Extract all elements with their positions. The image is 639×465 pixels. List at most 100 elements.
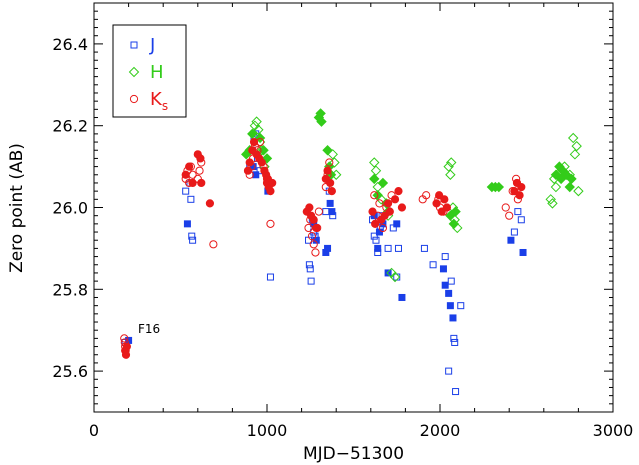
data-point-h-filled bbox=[450, 206, 461, 217]
y-axis-title: Zero point (AB) bbox=[7, 143, 27, 273]
x-axis-title: MJD−51300 bbox=[303, 444, 404, 464]
axis-ticks: 0 1000 2000 3000 25.6 25.8 26.0 26.2 26.4 bbox=[52, 2, 633, 440]
y-tick-label: 26.4 bbox=[52, 35, 88, 54]
data-point-ks-filled bbox=[517, 182, 526, 192]
data-point-h-filled bbox=[377, 177, 389, 189]
data-point-j-open bbox=[188, 232, 196, 240]
data-point-ks-open bbox=[370, 191, 379, 200]
data-point-h-open bbox=[545, 194, 556, 205]
data-point-h-filled bbox=[322, 145, 333, 156]
data-point-ks-filled bbox=[266, 187, 275, 196]
data-point-h-filled bbox=[566, 173, 577, 185]
x-tick-label: 0 bbox=[89, 421, 99, 440]
data-point-j-filled bbox=[446, 302, 454, 310]
data-point-ks-filled bbox=[371, 219, 380, 228]
data-point-j-open bbox=[187, 195, 195, 203]
data-point-h-open bbox=[446, 157, 457, 168]
data-point-ks-filled bbox=[323, 166, 332, 175]
data-point-j-open bbox=[420, 244, 428, 252]
data-point-j-filled bbox=[507, 236, 515, 244]
data-point-j-open bbox=[450, 334, 458, 342]
data-point-h-filled bbox=[564, 181, 575, 193]
data-point-h-open bbox=[571, 140, 582, 152]
data-point-j-filled bbox=[374, 244, 382, 252]
data-point-j-filled bbox=[326, 199, 334, 207]
data-point-j-open bbox=[322, 208, 330, 216]
data-point-ks-filled bbox=[305, 203, 314, 212]
data-point-h-open bbox=[443, 161, 454, 172]
data-point-j-filled bbox=[439, 265, 447, 273]
data-point-ks-filled bbox=[326, 178, 335, 188]
data-point-ks-filled bbox=[249, 137, 259, 147]
data-point-ks-open bbox=[266, 219, 275, 228]
data-point-j-open bbox=[394, 244, 402, 252]
data-point-j-open bbox=[372, 236, 380, 244]
data-point-j-open bbox=[384, 244, 392, 252]
data-point-h-filled bbox=[448, 218, 460, 230]
data-point-ks-open bbox=[309, 240, 318, 249]
y-tick-label: 26.2 bbox=[52, 117, 88, 136]
data-point-j-open bbox=[306, 265, 314, 273]
data-point-ks-filled bbox=[243, 166, 253, 175]
data-point-ks-filled bbox=[312, 223, 321, 233]
data-point-j-open bbox=[447, 277, 455, 285]
legend-box bbox=[112, 24, 187, 118]
data-point-j-open bbox=[305, 261, 313, 269]
data-point-ks-open bbox=[325, 158, 334, 167]
data-point-ks-filled bbox=[385, 207, 394, 216]
y-tick-label: 26.0 bbox=[52, 199, 88, 218]
data-point-j-filled bbox=[445, 289, 453, 297]
data-point-ks-filled bbox=[309, 215, 318, 224]
data-point-j-open bbox=[429, 261, 437, 269]
legend-marker-j bbox=[130, 41, 138, 49]
data-point-h-filled bbox=[493, 181, 505, 193]
data-point-h-open bbox=[547, 198, 558, 209]
data-point-ks-filled bbox=[245, 158, 254, 167]
data-point-h-open bbox=[573, 185, 584, 197]
data-point-ks-open bbox=[375, 199, 384, 208]
data-point-ks-filled bbox=[181, 170, 190, 179]
data-point-ks-filled bbox=[185, 162, 194, 171]
data-point-ks-open bbox=[307, 232, 317, 241]
data-point-h-open bbox=[369, 157, 380, 168]
data-point-ks-filled bbox=[390, 195, 400, 204]
data-point-ks-filled bbox=[197, 178, 206, 188]
data-point-j-open bbox=[266, 273, 274, 281]
data-point-j-open bbox=[307, 277, 315, 285]
data-point-ks-open bbox=[209, 240, 218, 249]
legend-marker-ks bbox=[129, 94, 139, 104]
x-tick-label: 1000 bbox=[247, 421, 288, 440]
data-point-j-open bbox=[445, 367, 453, 375]
data-point-ks-filled bbox=[368, 207, 377, 216]
data-point-ks-filled bbox=[440, 195, 449, 204]
data-point-j-filled bbox=[312, 236, 320, 244]
data-point-j-filled bbox=[449, 314, 457, 322]
data-point-h-open bbox=[389, 271, 401, 283]
data-point-ks-filled bbox=[196, 154, 205, 163]
data-point-h-open bbox=[251, 116, 262, 127]
data-point-j-filled bbox=[519, 248, 527, 256]
data-point-ks-open bbox=[321, 182, 330, 192]
data-point-ks-open bbox=[311, 248, 320, 257]
data-point-j-open bbox=[370, 232, 378, 240]
data-point-ks-filled bbox=[515, 191, 524, 200]
data-point-h-open bbox=[253, 124, 264, 135]
data-point-ks-filled bbox=[327, 187, 336, 196]
data-point-j-open bbox=[189, 236, 197, 244]
data-point-ks-open bbox=[505, 211, 514, 220]
data-point-j-open bbox=[451, 338, 459, 346]
data-point-j-filled bbox=[393, 220, 401, 228]
data-point-j-open bbox=[510, 228, 518, 236]
data-point-h-open bbox=[370, 165, 382, 176]
data-point-ks-open bbox=[501, 203, 510, 212]
data-point-h-open bbox=[445, 169, 456, 180]
data-point-j-filled bbox=[441, 281, 449, 289]
y-tick-label: 25.8 bbox=[52, 280, 88, 299]
data-point-ks-open bbox=[120, 334, 129, 343]
data-point-ks-filled bbox=[432, 199, 441, 208]
data-point-ks-filled bbox=[121, 350, 131, 359]
data-point-ks-filled bbox=[384, 199, 393, 208]
